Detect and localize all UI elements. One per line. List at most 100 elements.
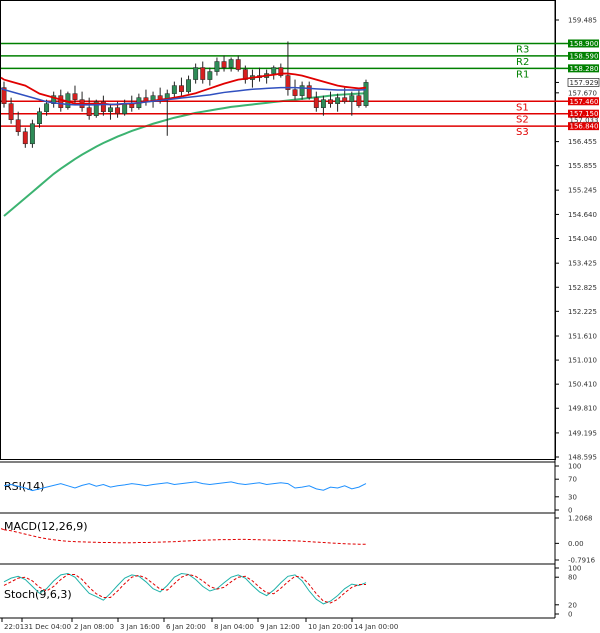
candle-body — [207, 71, 213, 80]
candle-body — [186, 79, 191, 92]
price-tick-label: 155.245 — [568, 187, 597, 195]
main-panel-frame — [0, 0, 556, 460]
level-price-label-s1: 157.460 — [570, 98, 599, 106]
macd-title: MACD(12,26,9) — [4, 520, 88, 533]
stoch-title: Stoch(9,6,3) — [4, 588, 72, 601]
current-price-box — [567, 78, 600, 87]
candle-body — [122, 103, 128, 114]
rsi-title: RSI(14) — [4, 480, 44, 493]
candle-body — [58, 95, 64, 108]
price-tick-label: 157.670 — [568, 89, 597, 97]
partially-hidden-price-label: 157.033 — [570, 116, 599, 124]
candle-body — [37, 111, 42, 124]
time-axis-ticks: 22:01 31 Dec 04:00 2 Jan 08:00 3 Jan 16:00 6… — [1, 618, 398, 631]
price-tick-label: 148.595 — [568, 454, 597, 462]
price-tick-label: 151.610 — [568, 333, 597, 341]
candle-body — [271, 67, 277, 74]
indicator-tick-label: 20 — [568, 601, 577, 609]
price-tick-label: 154.040 — [568, 235, 597, 243]
level-price-box-r1 — [568, 64, 599, 73]
price-tick-label: 155.855 — [568, 162, 597, 170]
candle-body — [15, 119, 21, 133]
level-name-r2: R2 — [516, 57, 529, 68]
candle-body — [278, 67, 284, 76]
time-tick-label: 6 Jan 20:00 — [166, 623, 206, 631]
ma-red-series — [0, 72, 367, 106]
price-tick-label: 156.455 — [568, 138, 597, 146]
candle-body — [22, 131, 28, 145]
candle-body — [115, 107, 121, 114]
candle-body — [193, 67, 199, 80]
level-price-box-s2 — [568, 109, 599, 118]
time-tick-label: 2 Jan 08:00 — [74, 623, 114, 631]
price-tick-label: 151.010 — [568, 357, 597, 365]
candle-body — [8, 103, 14, 120]
indicator-tick-label: 0.00 — [568, 540, 584, 548]
candle-body — [171, 85, 177, 94]
indicator-tick-label: 0 — [568, 611, 572, 619]
candle-body — [285, 75, 291, 90]
level-name-r3: R3 — [516, 44, 529, 55]
candle-body — [342, 97, 348, 102]
indicator-tick-label: -0.7916 — [568, 557, 596, 565]
indicator-tick-label: 100 — [568, 463, 581, 471]
candle-body — [356, 95, 362, 106]
candle-body — [200, 67, 206, 80]
level-price-label-s2: 157.150 — [570, 110, 599, 118]
ma-fast-lines — [0, 72, 367, 106]
ma-blue-series — [0, 86, 367, 106]
candle-body — [29, 123, 35, 145]
ma-slow-line — [3, 92, 367, 217]
time-tick-label: 14 Jan 00:00 — [354, 623, 398, 631]
candle-body — [306, 85, 312, 98]
price-tick-label: 150.410 — [568, 381, 597, 389]
level-price-label-r1: 158.280 — [570, 65, 599, 73]
indicator-tick-label: 100 — [568, 565, 581, 573]
candle-body — [214, 61, 220, 72]
level-name-s2: S2 — [516, 115, 529, 126]
macd-signal-start — [0, 528, 5, 531]
candle-body — [93, 101, 99, 116]
level-price-box-r3 — [568, 39, 599, 48]
time-tick-label: 9 Jan 12:00 — [260, 623, 300, 631]
current-price-label: 157.929 — [570, 79, 599, 87]
price-tick-label: 149.810 — [568, 405, 597, 413]
price-tick-label: 149.195 — [568, 429, 597, 437]
price-tick-label: 154.640 — [568, 211, 597, 219]
candle-body — [228, 59, 234, 68]
level-price-label-r2: 158.590 — [570, 52, 599, 60]
level-price-label-r3: 158.900 — [570, 40, 599, 48]
level-name-r1: R1 — [516, 69, 529, 80]
candle-body — [108, 107, 113, 112]
candle-body — [1, 87, 7, 104]
candle-body — [72, 93, 78, 100]
ma-green-series — [3, 92, 367, 217]
indicator-tick-label: 30 — [568, 493, 577, 501]
candle-body — [328, 99, 333, 104]
candle-body — [44, 103, 50, 112]
price-labels: 157.929 157.033 — [567, 78, 600, 124]
stoch-signal-series — [3, 573, 366, 604]
indicator-tick-label: 80 — [568, 574, 577, 582]
candle-body — [292, 89, 298, 96]
macd-panel: 1.2068 0.00 -0.7916 — [0, 515, 596, 565]
candle-body — [349, 95, 355, 102]
level-name-s3: S3 — [516, 127, 529, 138]
candle-body — [221, 61, 227, 68]
rsi-series — [3, 481, 367, 492]
level-price-box-r2 — [568, 51, 599, 60]
price-tick-label: 152.225 — [568, 308, 597, 316]
time-tick-label: 3 Jan 16:00 — [120, 623, 160, 631]
time-tick-label: 10 Jan 20:00 — [308, 623, 352, 631]
candle-body — [335, 97, 341, 104]
level-price-box-s3 — [568, 122, 599, 131]
price-tick-label: 153.425 — [568, 260, 597, 268]
level-name-s1: S1 — [516, 102, 529, 113]
candle-body — [51, 95, 57, 104]
candle-body — [299, 85, 305, 96]
candle-body — [100, 101, 106, 112]
candle-body — [235, 59, 241, 70]
price-tick-label: 159.485 — [568, 17, 597, 25]
indicator-tick-label: 1.2068 — [568, 515, 593, 523]
